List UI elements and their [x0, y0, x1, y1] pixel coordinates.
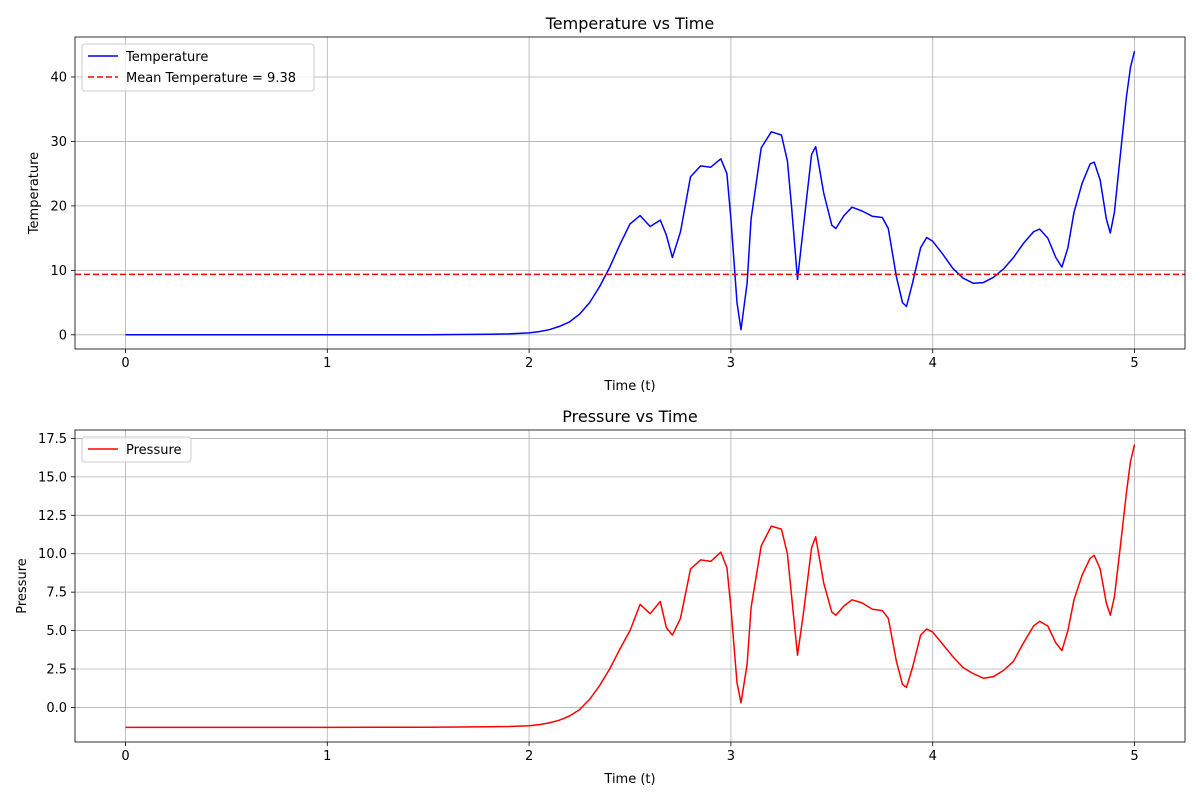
x-axis-label: Time (t)	[603, 772, 655, 787]
x-axis-label: Time (t)	[603, 379, 655, 394]
legend-entry-mean: Mean Temperature = 9.38	[126, 71, 296, 86]
data-layer	[125, 444, 1136, 729]
pressure-subplot: 0 1 2 3 4 5 0.0 2.5 5.0 7.5 10.0 12.5 15.0 17.5 Press…	[15, 407, 1186, 787]
y-axis-label: Pressure	[15, 558, 30, 614]
x-tick-label: 1	[323, 749, 331, 764]
x-tick-label: 4	[929, 356, 937, 371]
legend-entry-temperature: Temperature	[125, 50, 208, 65]
legend-box	[81, 43, 315, 92]
x-tick-label: 0	[121, 749, 129, 764]
legend-box	[81, 436, 192, 463]
series-line-temperature	[125, 51, 1136, 336]
temperature-subplot: 0 1 2 3 4 5 0 10 20 30 40 Temperature vs Time Time…	[27, 14, 1186, 394]
y-tick-label: 20	[50, 199, 67, 214]
series-line-pressure	[125, 444, 1136, 729]
y-tick-label: 2.5	[46, 662, 67, 677]
axes-frame	[74, 36, 1186, 350]
y-tick-label: 0	[59, 328, 67, 343]
y-tick-label: 40	[50, 70, 67, 85]
y-tick-label: 0.0	[46, 701, 67, 716]
x-tick-label: 3	[727, 749, 735, 764]
y-tick-label: 5.0	[46, 624, 67, 639]
data-layer	[75, 51, 1185, 336]
legend: Temperature Mean Temperature = 9.38	[81, 43, 315, 92]
y-axis-label: Temperature	[27, 152, 42, 235]
tick-layer: 0 1 2 3 4 5 0 10 20 30 40	[50, 70, 1138, 371]
y-tick-label: 12.5	[38, 509, 67, 524]
chart-title: Temperature vs Time	[545, 14, 714, 33]
legend-entry-pressure: Pressure	[126, 443, 182, 458]
x-tick-label: 4	[929, 749, 937, 764]
y-tick-label: 30	[50, 135, 67, 150]
plot-area	[75, 430, 1185, 742]
axes-frame	[74, 429, 1186, 743]
x-tick-label: 3	[727, 356, 735, 371]
y-tick-label: 10.0	[38, 547, 67, 562]
y-tick-label: 15.0	[38, 470, 67, 485]
x-tick-label: 2	[525, 749, 533, 764]
x-tick-label: 2	[525, 356, 533, 371]
x-tick-label: 0	[121, 356, 129, 371]
y-tick-label: 17.5	[38, 432, 67, 447]
chart-title: Pressure vs Time	[562, 407, 697, 426]
x-tick-label: 1	[323, 356, 331, 371]
x-tick-label: 5	[1130, 356, 1138, 371]
legend: Pressure	[81, 436, 192, 463]
grid-lines	[75, 37, 1185, 349]
y-tick-label: 7.5	[46, 586, 67, 601]
tick-layer: 0 1 2 3 4 5 0.0 2.5 5.0 7.5 10.0 12.5 15.0 17.5	[38, 432, 1139, 764]
y-tick-label: 10	[50, 264, 67, 279]
x-tick-label: 5	[1130, 749, 1138, 764]
